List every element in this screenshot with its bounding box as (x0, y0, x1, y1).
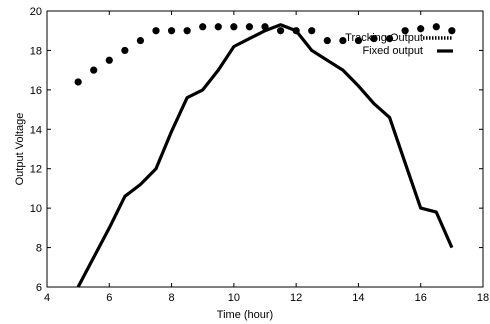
series-2 (76, 23, 454, 288)
data-point (245, 23, 254, 31)
plot-area (47, 11, 483, 287)
data-point (167, 27, 176, 35)
data-point (152, 27, 160, 35)
data-point (448, 27, 456, 35)
series-line (76, 23, 454, 288)
plot-background (47, 11, 483, 287)
axes-layer (46, 10, 484, 288)
x-tick-label: 6 (106, 292, 112, 304)
x-axis-label: Time (hour) (217, 309, 273, 321)
y-tick-label: 12 (30, 164, 42, 176)
data-point (417, 25, 425, 33)
data-point (370, 35, 378, 43)
legend-entry-label: Fixed output (362, 45, 423, 57)
data-point (401, 27, 409, 35)
x-tick-label: 16 (415, 292, 427, 304)
data-point (354, 36, 363, 45)
data-point (90, 66, 98, 74)
x-tick-label: 12 (290, 292, 302, 304)
series-layer (74, 23, 456, 288)
x-tick-label: 4 (44, 292, 50, 304)
data-point (105, 56, 113, 64)
x-tick-label: 8 (169, 292, 175, 304)
data-point (276, 27, 285, 35)
data-point (214, 23, 222, 31)
data-point (183, 27, 191, 35)
y-tick-label: 20 (30, 6, 42, 18)
plot-frame (46, 10, 484, 288)
data-point (74, 78, 82, 86)
data-point (385, 35, 394, 43)
data-point (230, 23, 238, 31)
y-axis-label: Output Voltage (14, 113, 26, 186)
data-point (323, 36, 331, 45)
data-point (199, 23, 207, 31)
y-tick-label: 18 (30, 45, 42, 57)
x-tick-label: 14 (352, 292, 364, 304)
y-tick-label: 6 (36, 282, 42, 294)
x-tick-label: 10 (228, 292, 240, 304)
y-tick-label: 14 (30, 124, 42, 136)
x-tick-label: 18 (477, 292, 489, 304)
data-point (136, 36, 145, 45)
data-point (339, 36, 347, 45)
data-point (432, 23, 440, 31)
y-tick-label: 8 (36, 243, 42, 255)
y-tick-label: 10 (30, 203, 42, 215)
legend-entry-label: Tracking Output (345, 32, 423, 44)
y-tick-label: 16 (30, 85, 42, 97)
data-point (121, 46, 129, 55)
data-point (308, 27, 316, 35)
